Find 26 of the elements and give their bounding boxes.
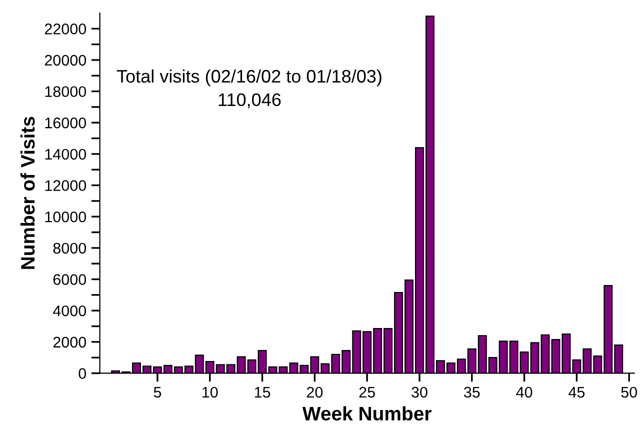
y-tick-label: 10000	[45, 211, 86, 222]
annotation: Total visits (02/16/02 to 01/18/03)	[116, 69, 382, 86]
y-axis-title: Number of Visits	[20, 116, 35, 269]
y-tick-label: 2000	[53, 336, 86, 348]
x-tick-label: 15	[254, 386, 270, 398]
x-tick-label: 50	[621, 386, 637, 398]
y-tick-label: 18000	[45, 86, 86, 98]
x-tick-label: 40	[516, 386, 532, 398]
x-tick-label: 5	[154, 386, 162, 398]
y-tick-label: 16000	[45, 118, 86, 128]
y-tick-label: 14000	[45, 148, 86, 160]
x-tick-label: 25	[359, 386, 375, 398]
x-tick-label: 35	[464, 386, 480, 398]
y-tick-label: 20000	[44, 54, 86, 66]
y-tick-label: 8000	[53, 242, 86, 254]
x-tick-label: 10	[202, 386, 218, 398]
y-tick-label: 22000	[44, 24, 86, 34]
y-tick-label: 6000	[53, 274, 86, 285]
x-tick-label: 45	[568, 386, 585, 398]
x-axis-title: Week Number	[302, 406, 432, 421]
y-tick-label: 0	[78, 368, 86, 379]
y-tick-label: 4000	[52, 305, 86, 316]
x-tick-label: 30	[412, 386, 428, 398]
x-tick-label: 20	[306, 386, 323, 398]
y-tick-label: 12000	[45, 180, 86, 191]
annotation: 110,046	[218, 93, 281, 108]
